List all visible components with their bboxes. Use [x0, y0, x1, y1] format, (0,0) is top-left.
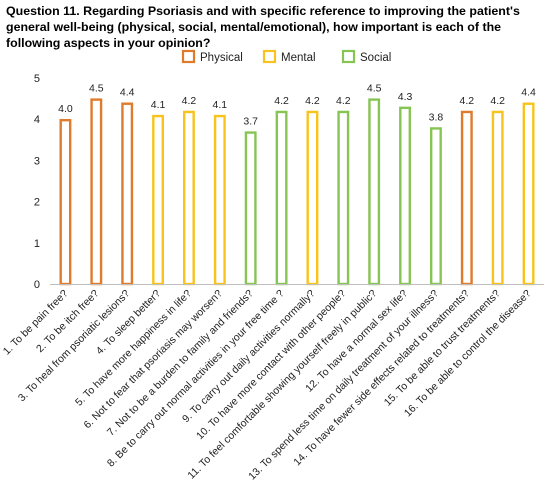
legend-label-social: Social — [360, 52, 391, 64]
value-label: 4.2 — [460, 95, 475, 107]
value-label: 4.3 — [398, 91, 413, 103]
bar — [337, 110, 350, 286]
bar — [306, 110, 319, 286]
value-label: 4.2 — [274, 95, 289, 107]
y-tick-label: 2 — [34, 197, 40, 209]
value-label: 4.4 — [120, 87, 135, 99]
category-labels: 1. To be pain free?2. To be itch free?3.… — [1, 288, 534, 483]
legend-label-physical: Physical — [200, 52, 243, 64]
value-label: 4.5 — [367, 83, 382, 95]
bar — [460, 110, 473, 286]
bar — [213, 114, 226, 286]
legend-swatch-physical — [181, 49, 196, 64]
y-tick-label: 1 — [34, 238, 40, 250]
y-tick-label: 5 — [34, 73, 40, 85]
bar — [368, 98, 381, 286]
value-label: 4.1 — [151, 99, 166, 111]
bar — [491, 110, 504, 286]
value-label: 4.2 — [336, 95, 351, 107]
bar — [244, 131, 257, 286]
value-label: 4.5 — [89, 83, 104, 95]
bar — [90, 98, 103, 286]
value-label: 3.7 — [243, 116, 258, 128]
bar — [522, 102, 535, 286]
value-label: 4.4 — [521, 87, 536, 99]
bar — [399, 106, 412, 286]
bar — [182, 110, 195, 286]
value-labels: 4.0 4.5 4.4 4.1 4.2 4.1 3.7 4.2 4.2 4.2 4.5 4.3 3.8 4… — [58, 83, 536, 128]
bar — [59, 118, 72, 286]
value-label: 4.0 — [58, 103, 73, 115]
legend-swatch-mental — [262, 49, 277, 64]
chart-title: Question 11. Regarding Psoriasis and wit… — [6, 4, 520, 50]
bar — [152, 114, 165, 286]
x-tick-label: 3. To heal from psoriatic lesions? — [16, 288, 133, 405]
legend-swatch-social — [341, 49, 356, 64]
bar — [121, 102, 134, 286]
legend-label-mental: Mental — [281, 52, 316, 64]
bar — [429, 127, 442, 286]
value-label: 4.2 — [305, 95, 320, 107]
bar — [275, 110, 288, 286]
bars — [59, 98, 535, 286]
y-tick-label: 4 — [34, 114, 40, 126]
y-axis: 0 1 2 3 4 5 — [34, 73, 40, 291]
value-label: 3.8 — [429, 111, 444, 123]
y-tick-label: 3 — [34, 155, 40, 167]
value-label: 4.2 — [490, 95, 505, 107]
value-label: 4.2 — [182, 95, 197, 107]
value-label: 4.1 — [213, 99, 228, 111]
legend: Physical Mental Social — [181, 49, 391, 64]
y-tick-label: 0 — [34, 279, 40, 291]
